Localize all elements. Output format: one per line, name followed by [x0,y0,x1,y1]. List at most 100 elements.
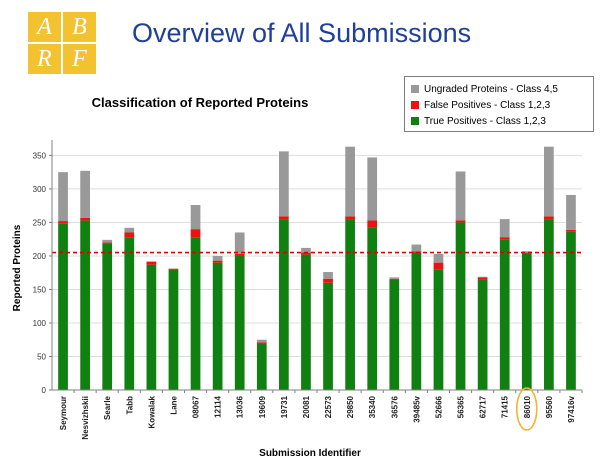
bar-false-positives [212,260,223,263]
y-tick-label: 300 [33,185,47,194]
abrf-logo: A B R F [28,12,96,74]
bar-false-positives [433,262,444,270]
bar-true-positives [301,254,311,390]
bar-true-positives [367,227,378,390]
bar-ungraded [477,276,488,278]
x-tick-label: Lane [169,395,178,414]
y-tick-label: 200 [33,252,47,261]
bar-ungraded [102,239,113,243]
logo-letter: B [63,12,96,42]
y-axis-title: Reported Proteins [12,224,23,311]
bar-false-positives [345,216,355,220]
y-tick-label: 150 [33,285,47,294]
bar-true-positives [190,237,201,390]
y-tick-label: 100 [33,319,47,328]
bar-ungraded [190,205,201,230]
bar-false-positives [234,253,245,256]
bar-false-positives [80,217,90,221]
bar-true-positives [499,239,510,390]
bar-true-positives [345,219,355,390]
bar-ungraded [389,277,400,279]
bar-false-positives [389,278,400,280]
bar-true-positives [566,231,576,390]
bar-ungraded [212,255,223,261]
bar-true-positives [544,219,554,390]
x-tick-label: 35340 [368,395,377,418]
bar-ungraded [433,253,444,263]
x-tick-label: 56365 [457,395,466,418]
bar-true-positives [279,219,289,390]
y-tick-label: 250 [33,218,47,227]
y-tick-label: 50 [37,352,46,361]
bar-ungraded [455,171,466,221]
legend-swatch [411,101,419,109]
x-tick-label: 97416v [567,395,576,422]
bar-false-positives [455,220,466,223]
legend-swatch [411,117,419,125]
bar-true-positives [146,264,157,390]
bar-false-positives [102,242,113,244]
x-tick-label: 62717 [479,395,488,418]
bar-ungraded [323,272,333,279]
bar-true-positives [477,279,488,390]
bar-false-positives [58,221,68,224]
bar-false-positives [301,252,311,255]
bar-true-positives [411,252,422,390]
bar-ungraded [544,146,554,217]
logo-letter: F [63,44,96,74]
x-tick-label: Kowalak [147,395,156,428]
x-tick-label: 36576 [390,395,399,418]
legend-item-false-positives: False Positives - Class 1,2,3 [411,97,587,113]
bar-ungraded [301,247,311,253]
x-tick-label: Searle [103,395,112,420]
legend-item-ungraded: Ungraded Proteins - Class 4,5 [411,81,587,97]
bar-true-positives [521,253,532,390]
x-tick-label: 29850 [346,395,355,418]
x-tick-label: 19731 [280,395,289,418]
bar-ungraded [124,227,135,233]
legend-item-true-positives: True Positives - Class 1,2,3 [411,113,587,129]
bar-false-positives [544,216,554,220]
slide-title: Overview of All Submissions [132,18,472,48]
x-tick-label: 13036 [236,395,245,418]
chart-legend: Ungraded Proteins - Class 4,5 False Posi… [404,76,594,132]
x-tick-label: 71415 [501,395,510,418]
bar-false-positives [521,252,532,254]
x-tick-label: 19609 [258,395,267,418]
bar-true-positives [102,243,113,390]
y-tick-label: 0 [42,386,47,395]
bar-ungraded [256,339,267,343]
bar-true-positives [80,220,90,390]
bar-false-positives [190,229,201,238]
bar-ungraded [521,251,532,253]
bar-ungraded [80,170,90,218]
x-tick-label: 39485v [412,395,421,422]
x-tick-label: 86010 [523,395,532,418]
bar-ungraded [566,194,576,230]
bar-false-positives [124,232,135,238]
bar-ungraded [58,172,68,222]
x-tick-label: Nesvizhskii [81,396,90,440]
x-tick-label: Seymour [59,396,68,430]
bar-false-positives [256,342,267,344]
x-tick-label: 08067 [192,395,201,418]
bar-true-positives [455,222,466,390]
logo-letter: R [28,44,61,74]
bar-true-positives [234,255,245,390]
bar-true-positives [323,282,333,390]
logo-letter: A [28,12,61,42]
chart-title: Classification of Reported Proteins [92,95,309,110]
bar-ungraded [411,244,422,252]
bar-false-positives [279,216,289,220]
bar-false-positives [477,277,488,280]
bar-true-positives [168,269,179,390]
y-tick-label: 350 [33,151,47,160]
legend-swatch [411,85,419,93]
bar-true-positives [433,269,444,390]
bar-false-positives [168,268,179,270]
bar-true-positives [212,262,223,390]
legend-label: Ungraded Proteins - Class 4,5 [424,83,558,95]
x-tick-label: 22573 [324,395,333,418]
bar-ungraded [345,146,355,217]
